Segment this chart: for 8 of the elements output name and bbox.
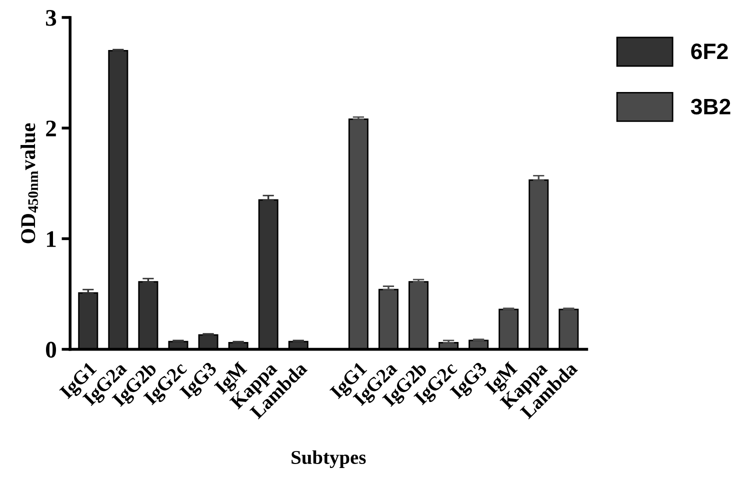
y-tick-label: 1 [47,231,56,247]
legend-label: 6F2 [691,44,728,60]
legend-label: 3B2 [690,98,730,114]
y-axis-title: OD$_{450nm}$value [20,123,38,244]
x-axis-title: Subtypes [292,450,366,468]
y-tick-label: 2 [46,120,56,136]
y-tick-label: 0 [46,342,56,358]
y-tick-label: 3 [46,10,56,26]
